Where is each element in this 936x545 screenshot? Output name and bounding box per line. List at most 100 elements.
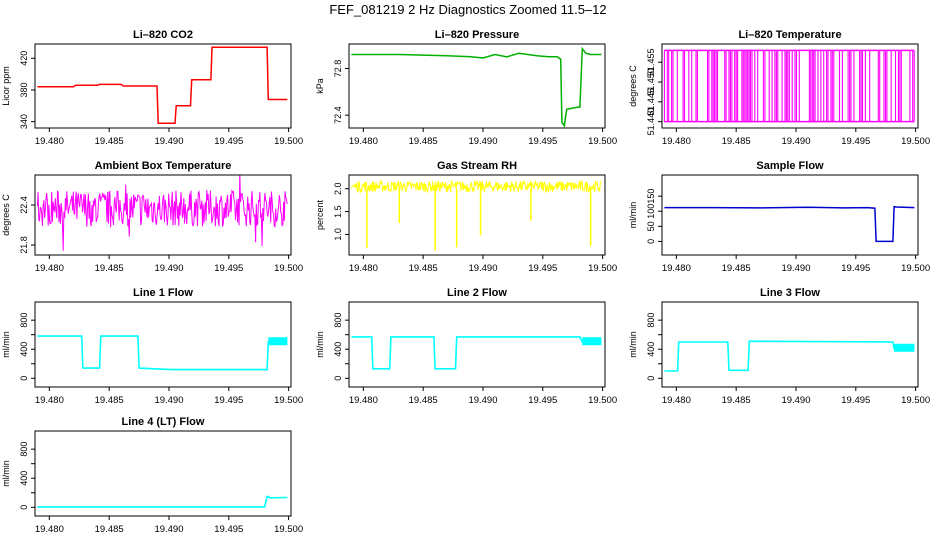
y-axis-label: ml/min [1,460,11,487]
x-tick-label: 19.490 [468,263,497,274]
panel-title: Li–820 Temperature [738,29,841,41]
panel-title: Line 4 (LT) Flow [122,416,205,428]
y-tick-label: 51.440 [646,108,656,136]
x-tick-label: 19.485 [95,136,124,147]
panel-8: Line 2 Flow ml/min 19.480 19.485 19.490 19.49… [315,287,617,406]
y-tick-label: 100 [646,204,656,219]
y-tick-label: 420 [19,51,29,66]
panel-title: Line 3 Flow [760,287,820,299]
panel-title: Li–820 CO2 [133,29,193,41]
y-tick-label: 22.4 [19,196,29,214]
noise-band [268,337,288,346]
plot-frame [348,43,606,129]
x-tick-label: 19.490 [468,136,497,147]
y-tick-label: 2.0 [333,182,343,195]
plot-frame [34,301,292,388]
x-tick-label: 19.480 [349,136,378,147]
x-tick-label: 19.490 [468,395,497,406]
y-tick-label: 51.455 [646,48,656,76]
series-line [37,46,288,124]
plot-frame [34,174,292,256]
y-tick-label: 380 [19,82,29,97]
noise-band [582,337,602,346]
x-tick-label: 19.480 [35,136,64,147]
y-tick-label: 800 [646,313,656,328]
x-tick-label: 19.495 [841,395,870,406]
y-tick-label: 72.8 [333,60,343,78]
y-tick-label: 0 [19,505,29,510]
x-tick-label: 19.495 [528,263,557,274]
series-line [37,335,288,371]
x-tick-label: 19.480 [349,263,378,274]
panel-title: Ambient Box Temperature [95,160,232,172]
panel-title: Line 1 Flow [133,287,193,299]
y-tick-label: 0 [646,376,656,381]
x-tick-label: 19.495 [214,524,243,535]
plot-area [351,336,602,370]
plot-area [664,205,915,243]
x-tick-label: 19.480 [349,395,378,406]
plot-frame [661,174,919,256]
x-tick-label: 19.480 [662,395,691,406]
y-tick-label: 400 [646,342,656,357]
y-tick-label: 0 [333,376,343,381]
y-tick-label: 72.4 [333,106,343,124]
y-tick-label: 1.5 [333,205,343,218]
y-tick-label: 0 [19,376,29,381]
x-tick-label: 19.495 [214,263,243,274]
y-axis-label: kPa [315,78,325,94]
series-line [351,46,602,128]
x-tick-label: 19.485 [95,524,124,535]
plot-frame [661,301,919,388]
plot-area [663,49,915,123]
panel-6: Sample Flow ml/min 19.480 19.485 19.490 19.49… [628,160,930,274]
y-tick-label: 340 [19,114,29,129]
y-axis-label: percent [315,199,325,230]
y-tick-label: 50 [646,221,656,231]
panel-2: Li–820 Pressure kPa 19.480 19.485 19.490 19.4… [315,29,617,147]
x-tick-label: 19.495 [841,263,870,274]
panel-9: Line 3 Flow ml/min 19.480 19.485 19.490 19.49… [628,287,930,406]
series-line [37,495,288,508]
x-tick-label: 19.500 [274,524,303,535]
series-line [350,179,602,194]
panel-title: Li–820 Pressure [435,29,519,41]
noise-band [894,343,915,352]
y-axis-label: ml/min [315,331,325,358]
x-tick-label: 19.490 [781,136,810,147]
x-tick-label: 19.500 [588,136,617,147]
y-tick-label: 21.8 [19,236,29,254]
plot-area [37,46,288,124]
plot-area [36,175,288,251]
y-axis-label: degrees C [628,65,638,107]
panel-title: Sample Flow [756,160,824,172]
y-tick-label: 150 [646,189,656,204]
y-tick-label: 1.0 [333,228,343,241]
x-tick-label: 19.480 [662,136,691,147]
plot-frame [661,43,919,129]
x-tick-label: 19.495 [528,136,557,147]
x-tick-label: 19.500 [274,263,303,274]
y-tick-label: 0 [646,239,656,244]
series-toggle [663,50,915,122]
x-tick-label: 19.490 [154,263,183,274]
x-tick-label: 19.495 [214,395,243,406]
panel-1: Li–820 CO2 Licor ppm 19.480 19.485 19.490 19.… [1,29,303,147]
y-axis-label: ml/min [1,331,11,358]
x-tick-label: 19.490 [781,395,810,406]
y-tick-label: 800 [19,313,29,328]
x-tick-label: 19.495 [214,136,243,147]
panel-7: Line 1 Flow ml/min 19.480 19.485 19.490 19.49… [1,287,303,406]
series-line [351,336,602,370]
y-tick-label: 800 [19,442,29,457]
y-axis-label: Licor ppm [1,66,11,106]
y-tick-label: 51.450 [646,68,656,96]
panel-4: Ambient Box Temperature degrees C 19.480 19… [1,160,303,274]
x-tick-label: 19.480 [35,524,64,535]
x-tick-label: 19.490 [154,524,183,535]
panel-title: Gas Stream RH [437,160,517,172]
y-tick-label: 800 [333,313,343,328]
series-line [36,175,288,251]
plot-frame [348,174,606,256]
panel-5: Gas Stream RH percent 19.480 19.485 19.490 19… [315,160,617,274]
